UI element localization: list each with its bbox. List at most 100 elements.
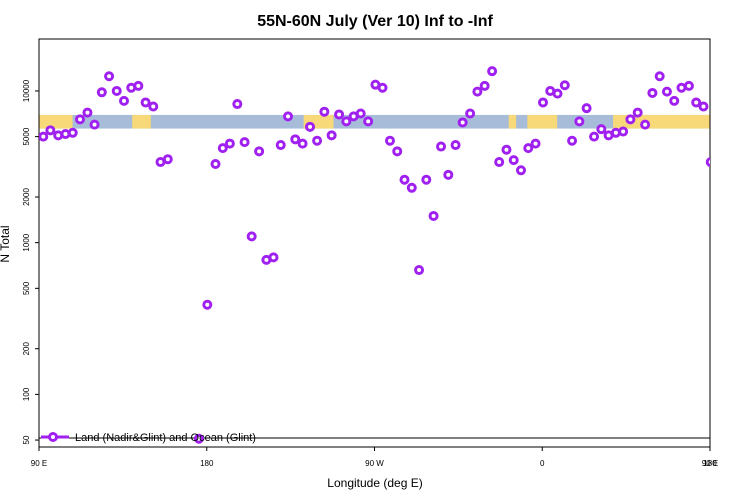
data-point: [596, 124, 607, 135]
data-point: [268, 252, 279, 263]
y-tick-label: 1000: [22, 233, 31, 251]
data-point: [494, 157, 505, 168]
data-point: [537, 97, 548, 108]
data-point: [487, 66, 498, 77]
y-tick-label: 2000: [22, 188, 31, 206]
data-point: [559, 80, 570, 91]
data-point: [283, 111, 294, 122]
data-point: [691, 97, 702, 108]
data-points: [39, 66, 722, 444]
data-point: [111, 85, 122, 96]
data-point: [377, 82, 388, 93]
data-point: [574, 116, 585, 127]
x-tick-label: 180: [703, 459, 717, 468]
data-point: [246, 231, 257, 242]
data-point: [326, 130, 337, 141]
data-point: [239, 137, 250, 148]
land-band: [508, 114, 517, 129]
data-point: [363, 116, 374, 127]
data-point: [89, 119, 100, 130]
data-point: [275, 140, 286, 151]
data-point: [501, 144, 512, 155]
y-tick-label: 10000: [22, 79, 31, 102]
data-point: [479, 80, 490, 91]
data-point: [399, 174, 410, 185]
land-band: [527, 114, 558, 129]
data-point: [618, 126, 629, 137]
data-point: [96, 87, 107, 98]
data-point: [625, 114, 636, 125]
data-point: [523, 143, 534, 154]
data-point: [118, 95, 129, 106]
chart-title: 55N-60N July (Ver 10) Inf to -Inf: [257, 13, 493, 30]
legend-marker: [48, 432, 58, 442]
data-point: [457, 117, 468, 128]
x-tick-label: 90 E: [31, 459, 47, 468]
data-point: [82, 107, 93, 118]
x-tick-label: 90 E: [702, 459, 718, 468]
plot-frame: [38, 38, 711, 448]
data-point: [581, 103, 592, 114]
data-point: [715, 156, 722, 163]
land-ocean-strip: [39, 114, 710, 129]
y-tick-label: 50: [22, 435, 31, 444]
data-point: [443, 169, 454, 180]
data-point: [67, 127, 78, 138]
data-point: [428, 210, 439, 221]
data-point: [45, 125, 56, 136]
data-point: [450, 140, 461, 151]
data-point: [133, 80, 144, 91]
data-point: [392, 146, 403, 157]
data-point: [210, 159, 221, 170]
data-point: [436, 141, 447, 152]
data-point: [319, 106, 330, 117]
data-point: [75, 114, 86, 125]
y-tick-label: 200: [22, 341, 31, 355]
data-point: [698, 101, 709, 112]
data-point: [305, 121, 316, 132]
data-point: [162, 154, 173, 165]
y-axis-label: N Total: [0, 225, 12, 262]
data-point: [705, 157, 710, 167]
land-band: [39, 114, 73, 129]
x-tick-label: 90 W: [365, 459, 384, 468]
data-point: [232, 99, 243, 110]
x-tick-label: 0: [540, 459, 545, 468]
data-point: [647, 87, 658, 98]
data-point: [676, 82, 687, 93]
data-point: [224, 138, 235, 149]
data-point: [661, 86, 672, 97]
x-axis-label: Longitude (deg E): [327, 476, 422, 490]
data-point: [567, 135, 578, 146]
y-tick-label: 5000: [22, 127, 31, 145]
data-point: [654, 71, 665, 82]
data-point: [217, 143, 228, 154]
data-point: [297, 138, 308, 149]
data-point: [516, 165, 527, 176]
legend-label: Land (Nadir&Glint) and Ocean (Glint): [75, 432, 256, 444]
land-band: [132, 114, 151, 129]
data-point: [290, 134, 301, 145]
land-band: [613, 114, 710, 129]
data-point: [472, 86, 483, 97]
data-point: [632, 107, 643, 118]
data-point: [640, 119, 651, 130]
data-point: [384, 135, 395, 146]
data-point: [508, 155, 519, 166]
data-point: [406, 182, 417, 193]
x-tick-label: 180: [200, 459, 214, 468]
data-point: [414, 265, 425, 276]
data-point: [193, 433, 204, 444]
data-point: [202, 299, 213, 310]
data-point: [312, 135, 323, 146]
data-point: [589, 131, 600, 142]
data-point: [334, 109, 345, 120]
data-point: [148, 101, 159, 112]
data-point: [465, 108, 476, 119]
data-point: [355, 108, 366, 119]
data-point: [341, 116, 352, 127]
data-point: [530, 138, 541, 149]
data-point: [683, 80, 694, 91]
